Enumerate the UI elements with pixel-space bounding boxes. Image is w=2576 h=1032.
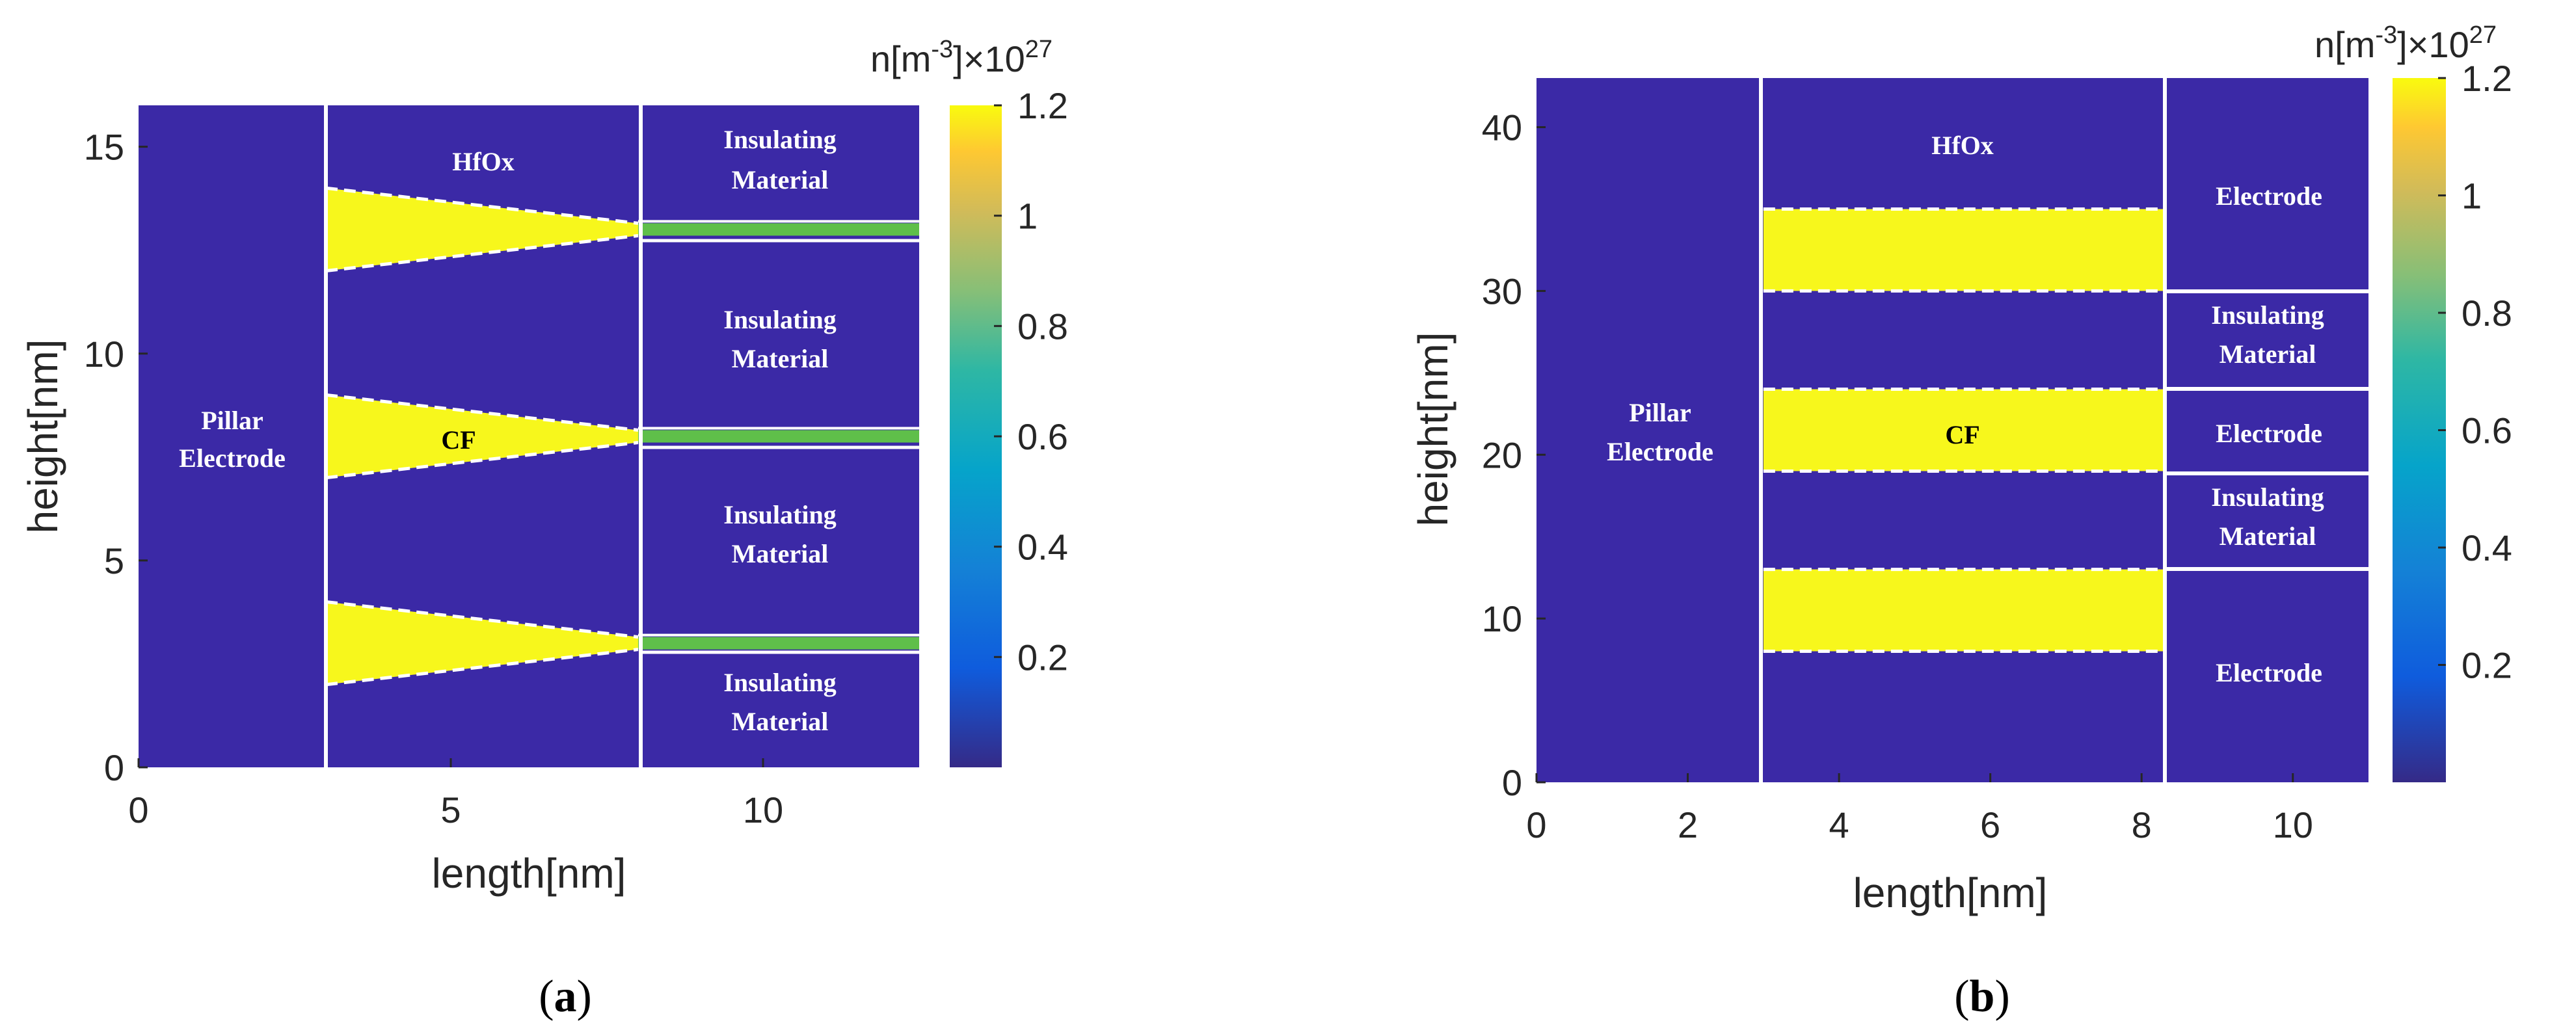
panel-a-filament-neck-3	[638, 637, 919, 650]
panel-b-colorbar-tick-label: 1.2	[2462, 58, 2512, 99]
panel-b-colorbar-tick-label: 1	[2462, 176, 2482, 217]
panel-a-colorbar-tick-label: 1	[1017, 196, 1038, 237]
panel-a-y-ticks: 0 5 10 15	[84, 127, 148, 788]
panel-a-caption: (a)	[539, 972, 592, 1022]
panel-b-x-tick-label: 0	[1526, 804, 1546, 845]
panel-a-filament-edge-bottom	[325, 233, 639, 272]
panel-a-oxide-label: HfOx	[452, 147, 515, 176]
panel-b-colorbar-tick-label: 0.4	[2462, 527, 2512, 568]
panel-b-cf-label: CF	[1945, 420, 1979, 449]
panel-b-electrode-label-middle: Electrode	[2216, 419, 2322, 448]
panel-b-y-tick-label: 20	[1482, 434, 1522, 475]
panel-a-filaments	[325, 186, 919, 687]
panel-a-filament-edge-bottom	[325, 648, 639, 687]
panel-a-filament-edge-top	[325, 600, 639, 639]
panel-b-x-tick-label: 4	[1829, 804, 1849, 845]
panel-a-filament-1	[326, 188, 638, 271]
panel-b-colorbar-ticks: 0.2 0.4 0.6 0.8 1 1.2	[2438, 58, 2512, 686]
panel-b-colorbar-tick-label: 0.2	[2462, 645, 2512, 686]
panel-a-electrode-label: Electrode	[179, 443, 286, 473]
panel-b-filament-2	[1763, 389, 2165, 471]
panel-b: Pillar Electrode HfOx CF Electrode Insul…	[1410, 21, 2512, 1022]
panel-a-x-tick-label: 0	[128, 789, 148, 830]
panel-a-filament-neck-1	[638, 223, 919, 236]
panel-a-insulating-label-1a: Insulating	[723, 125, 836, 154]
panel-a-colorbar-title: n[m-3]×1027	[870, 36, 1053, 79]
panel-a-insulating-label-4b: Material	[732, 707, 829, 736]
panel-b-y-tick-label: 30	[1482, 271, 1522, 311]
panel-b-colorbar-tick-label: 0.6	[2462, 410, 2512, 451]
panel-a-insulating-label-4a: Insulating	[723, 668, 836, 697]
panel-a-x-axis-label: length[nm]	[432, 850, 626, 897]
panel-b-filaments	[1763, 207, 2165, 654]
panel-a-insulating-label-3b: Material	[732, 539, 829, 568]
panel-a-filament-2	[326, 395, 638, 478]
panel-a-colorbar-tick-label: 0.2	[1017, 637, 1068, 678]
panel-b-filament-3	[1763, 569, 2165, 652]
panel-a-colorbar-tick-label: 0.6	[1017, 416, 1068, 457]
panel-b-electrode-label-bottom: Electrode	[2216, 658, 2322, 687]
panel-a-cf-label: CF	[441, 425, 476, 455]
panel-b-x-tick-label: 6	[1980, 804, 2000, 845]
panel-a-y-axis-label: height[nm]	[20, 339, 66, 534]
panel-b-y-ticks: 0 10 20 30 40	[1482, 107, 1546, 803]
panel-a-colorbar-tick-label: 0.8	[1017, 306, 1068, 347]
panel-a-colorbar-tick-label: 0.4	[1017, 527, 1068, 568]
panel-b-y-tick-label: 40	[1482, 107, 1522, 148]
panel-a-y-tick-label: 5	[104, 540, 124, 581]
panel-b-filament-1	[1763, 209, 2165, 291]
panel-a-x-tick-label: 5	[440, 789, 461, 830]
panel-a-insulating-label-2a: Insulating	[723, 305, 836, 334]
panel-a-colorbar-tick-label: 1.2	[1017, 85, 1068, 126]
panel-a: Pillar Electrode HfOx CF Insulating Mate…	[20, 36, 1068, 1022]
panel-a-filament-3	[326, 602, 638, 685]
panel-a-insulating-label-2b: Material	[732, 344, 829, 373]
panel-a-insulating-label-3a: Insulating	[723, 500, 836, 529]
panel-b-insulating-label-1a: Insulating	[2211, 300, 2324, 330]
panel-a-filament-neck-2	[638, 430, 919, 443]
panel-b-insulating-label-2b: Material	[2220, 522, 2316, 551]
panel-b-y-tick-label: 10	[1482, 598, 1522, 639]
panel-b-x-tick-label: 8	[2132, 804, 2152, 845]
panel-b-electrode-label-top: Electrode	[2216, 181, 2322, 211]
panel-b-electrode-label-pillar: Electrode	[1607, 437, 1713, 466]
panel-a-x-ticks: 0 5 10	[128, 758, 783, 830]
panel-b-colorbar-title: n[m-3]×1027	[2314, 21, 2497, 65]
panel-a-colorbar-ticks: 0.2 0.4 0.6 0.8 1 1.2	[994, 85, 1068, 678]
panel-a-filament-edge-bottom	[325, 441, 639, 480]
panel-a-colorbar	[950, 105, 1002, 767]
panel-b-pillar-label: Pillar	[1629, 398, 1691, 427]
panel-b-x-axis-label: length[nm]	[1853, 869, 2048, 916]
panel-a-y-tick-label: 15	[84, 127, 124, 168]
panel-b-oxide-label: HfOx	[1931, 131, 1994, 160]
panel-a-y-tick-label: 0	[104, 747, 124, 788]
panel-a-filament-edge-top	[325, 393, 639, 432]
panel-b-x-ticks: 0 2 4 6 8 10	[1526, 773, 2313, 845]
panel-b-y-tick-label: 0	[1502, 762, 1522, 803]
panel-a-pillar-label: Pillar	[201, 406, 263, 435]
panel-b-insulating-label-2a: Insulating	[2211, 483, 2324, 512]
panel-b-x-tick-label: 10	[2273, 804, 2313, 845]
panel-b-x-tick-label: 2	[1678, 804, 1698, 845]
panel-b-insulating-label-1b: Material	[2220, 339, 2316, 369]
panel-b-caption: (b)	[1954, 972, 2010, 1022]
panel-a-x-tick-label: 10	[743, 789, 783, 830]
panel-b-colorbar-tick-label: 0.8	[2462, 293, 2512, 334]
panel-b-colorbar	[2393, 78, 2446, 782]
panel-a-insulating-label-1b: Material	[732, 165, 829, 194]
panel-a-filament-edge-top	[325, 186, 639, 225]
panel-a-y-tick-label: 10	[84, 334, 124, 375]
panel-b-y-axis-label: height[nm]	[1410, 332, 1456, 527]
